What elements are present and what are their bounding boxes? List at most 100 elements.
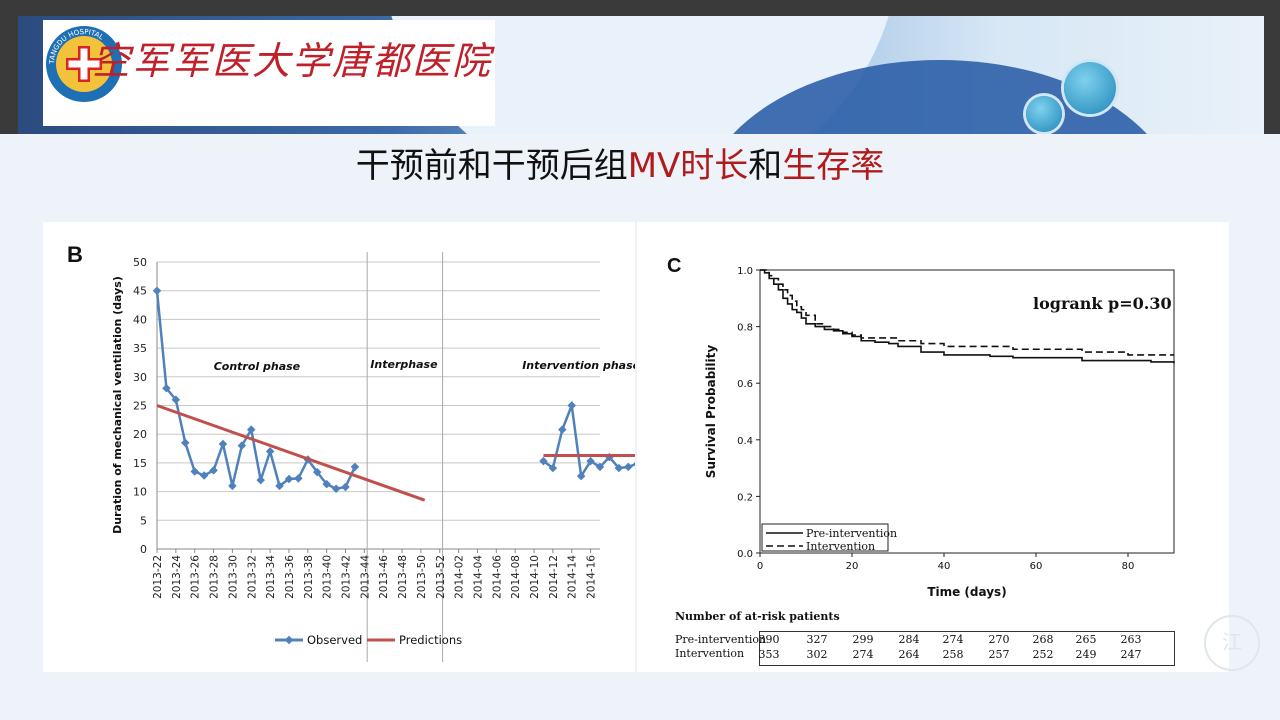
y-tick-label: 0.8 bbox=[737, 323, 753, 334]
risk-count: 265 bbox=[1075, 633, 1097, 646]
x-tick-label: 2013-30 bbox=[227, 555, 239, 599]
risk-count: 284 bbox=[898, 633, 920, 646]
y-tick-label: 50 bbox=[133, 256, 147, 269]
data-point bbox=[265, 447, 275, 456]
data-point bbox=[209, 466, 218, 475]
risk-count: 274 bbox=[852, 648, 874, 661]
data-point bbox=[199, 471, 209, 480]
x-axis-label: Time (days) bbox=[927, 585, 1006, 599]
x-tick-label: 2014-08 bbox=[510, 555, 522, 599]
x-tick-label: 2014-16 bbox=[586, 555, 598, 599]
phase-label: Intervention phase bbox=[522, 359, 635, 372]
y-tick-label: 30 bbox=[133, 371, 147, 384]
y-tick-label: 25 bbox=[133, 400, 147, 413]
y-tick-label: 1.0 bbox=[737, 266, 753, 277]
data-point bbox=[275, 481, 284, 491]
logrank-annotation: logrank p=0.30 bbox=[1033, 294, 1172, 313]
risk-table: Number of at-risk patients Pre-intervent… bbox=[637, 607, 1229, 667]
risk-count: 299 bbox=[852, 633, 874, 646]
data-point bbox=[595, 462, 605, 472]
decorative-circle bbox=[1026, 96, 1062, 132]
panel-c: C 0.0 0.2 0.4 0.6 0.8 1.0 0 20 40 60 80 Time (days) S… bbox=[637, 222, 1229, 672]
x-tick-label: 2013-22 bbox=[152, 555, 164, 599]
data-point bbox=[228, 481, 237, 491]
risk-count: 247 bbox=[1120, 648, 1142, 661]
series-line-observed bbox=[542, 400, 696, 480]
panel-label: B bbox=[67, 242, 83, 267]
data-point bbox=[181, 438, 190, 448]
risk-count: 257 bbox=[988, 648, 1010, 661]
x-tick-label: 2013-34 bbox=[265, 555, 277, 599]
data-point bbox=[218, 439, 228, 449]
x-tick-label: 2014-06 bbox=[491, 555, 503, 599]
y-tick-label: 20 bbox=[133, 428, 147, 441]
x-tick-label: 2013-26 bbox=[190, 555, 202, 599]
data-point bbox=[350, 462, 360, 472]
risk-count: 263 bbox=[1120, 633, 1142, 646]
phase-label: Control phase bbox=[214, 360, 301, 373]
panel-label: C bbox=[667, 255, 681, 277]
survival-chart: C 0.0 0.2 0.4 0.6 0.8 1.0 0 20 40 60 80 Time (days) S… bbox=[667, 255, 1175, 599]
series-line-predictions bbox=[156, 404, 426, 502]
watermark: 江 bbox=[1204, 615, 1260, 671]
title-part: 生存率 bbox=[782, 146, 885, 186]
data-point bbox=[237, 441, 247, 450]
legend-marker bbox=[284, 635, 294, 645]
x-tick-label: 2013-40 bbox=[322, 555, 334, 599]
x-tick-label: 2014-02 bbox=[454, 555, 466, 599]
data-point bbox=[294, 474, 303, 483]
y-tick-label: 10 bbox=[133, 486, 147, 499]
data-point bbox=[256, 475, 265, 485]
x-tick-label: 80 bbox=[1122, 561, 1135, 572]
title-part: 和 bbox=[748, 146, 783, 186]
y-tick-label: 0 bbox=[140, 543, 147, 556]
x-tick-label: 2014-14 bbox=[567, 555, 579, 599]
risk-count: 249 bbox=[1075, 648, 1097, 661]
risk-count: 353 bbox=[758, 648, 780, 661]
series-line-observed bbox=[155, 290, 357, 491]
data-point bbox=[548, 463, 558, 473]
x-tick-label: 2014-12 bbox=[548, 555, 560, 599]
risk-count: 302 bbox=[806, 648, 828, 661]
data-point bbox=[171, 395, 181, 405]
data-point bbox=[152, 286, 162, 295]
title-part: MV时长 bbox=[627, 146, 749, 186]
title-part: 干预前和干预后组 bbox=[355, 146, 628, 186]
data-point bbox=[322, 479, 331, 489]
y-tick-label: 35 bbox=[133, 342, 147, 355]
risk-table-title: Number of at-risk patients bbox=[675, 610, 840, 623]
risk-count: 274 bbox=[942, 633, 964, 646]
y-tick-label: 5 bbox=[140, 514, 147, 527]
x-tick-label: 2013-52 bbox=[435, 555, 447, 599]
risk-row-label: Pre-intervention bbox=[675, 633, 767, 646]
y-axis-label: Survival Probability bbox=[704, 345, 718, 479]
phase-label: Interphase bbox=[370, 358, 438, 371]
y-tick-label: 0.4 bbox=[737, 436, 753, 447]
data-point bbox=[567, 401, 576, 410]
hospital-emblem-icon: TANGDU HOSPITAL bbox=[46, 26, 122, 102]
data-point bbox=[624, 462, 633, 472]
x-tick-label: 2013-28 bbox=[209, 555, 221, 599]
header-banner bbox=[0, 0, 1280, 134]
risk-count: 390 bbox=[758, 633, 780, 646]
x-tick-label: 40 bbox=[938, 561, 951, 572]
risk-count: 327 bbox=[806, 633, 828, 646]
x-tick-label: 2014-10 bbox=[529, 555, 541, 599]
y-tick-label: 0.0 bbox=[737, 549, 753, 560]
hospital-name: 空军军医大学唐都医院 bbox=[92, 39, 493, 83]
data-point bbox=[558, 425, 567, 434]
data-point bbox=[633, 459, 642, 468]
survival-curve-pre-intervention bbox=[760, 269, 1175, 364]
data-point bbox=[190, 467, 199, 476]
y-tick-label: 15 bbox=[133, 457, 147, 470]
slide-title: 干预前和干预后组MV时长和生存率 bbox=[0, 138, 1240, 187]
x-tick-label: 2013-50 bbox=[416, 555, 428, 599]
data-point bbox=[539, 456, 548, 466]
x-tick-label: 20 bbox=[846, 561, 859, 572]
risk-count: 268 bbox=[1032, 633, 1054, 646]
risk-count: 252 bbox=[1032, 648, 1054, 661]
data-point bbox=[312, 467, 322, 477]
panel-b: B 0 5 10 15 20 25 30 35 40 45 50 2013-22 2013-24 2013-… bbox=[43, 222, 699, 672]
x-tick-label: 2013-44 bbox=[359, 555, 371, 599]
y-tick-label: 0.2 bbox=[737, 492, 753, 503]
